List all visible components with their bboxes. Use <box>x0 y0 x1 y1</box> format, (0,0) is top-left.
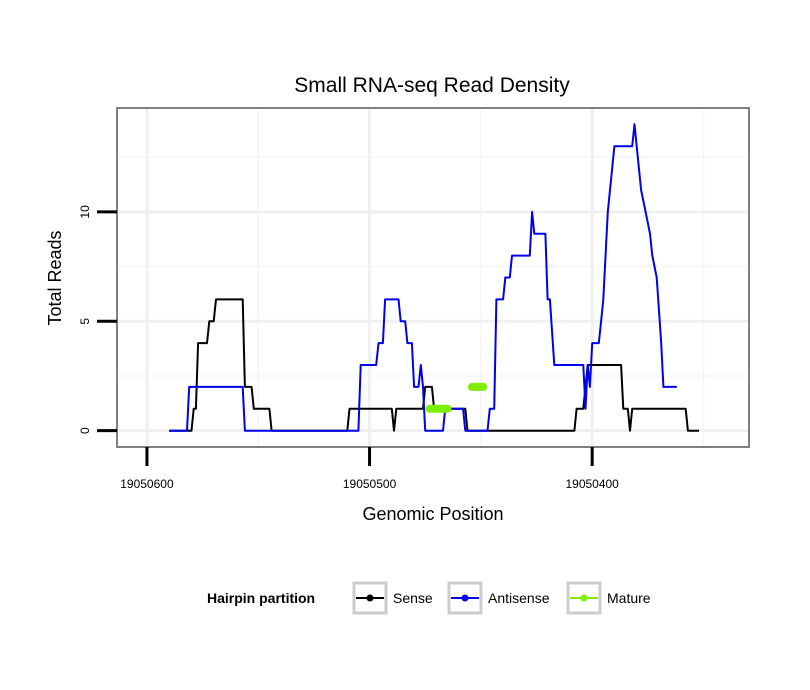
x-tick-label: 19050600 <box>120 477 174 491</box>
y-tick-label: 0 <box>78 427 92 434</box>
legend-key-point <box>461 594 469 602</box>
chart-title: Small RNA-seq Read Density <box>294 74 570 97</box>
series-layer <box>169 123 699 432</box>
series-line-mature <box>425 382 488 413</box>
legend-title: Hairpin partition <box>207 590 315 606</box>
y-tick-label: 10 <box>78 205 92 219</box>
y-tick-label: 5 <box>78 318 92 325</box>
legend-key-point <box>580 594 588 602</box>
grid-lines <box>118 109 748 446</box>
legend-item-mature: Mature <box>566 581 651 615</box>
legend-label: Antisense <box>488 590 550 606</box>
legend-label: Mature <box>607 590 651 606</box>
x-tick-label: 19050500 <box>343 477 397 491</box>
legend-key-point <box>366 594 374 602</box>
x-axis-label: Genomic Position <box>362 504 503 524</box>
y-axis-label: Total Reads <box>45 230 65 325</box>
series-line-antisense <box>169 123 677 432</box>
series-line-sense <box>169 298 699 432</box>
legend: Hairpin partition Sense Antisense Mature <box>207 581 651 615</box>
x-tick-label: 19050400 <box>565 477 619 491</box>
y-axis: 0 5 10 <box>78 205 117 434</box>
legend-item-antisense: Antisense <box>447 581 550 615</box>
legend-item-sense: Sense <box>352 581 433 615</box>
x-axis: 19050600 19050500 19050400 <box>120 447 619 491</box>
legend-label: Sense <box>393 590 433 606</box>
